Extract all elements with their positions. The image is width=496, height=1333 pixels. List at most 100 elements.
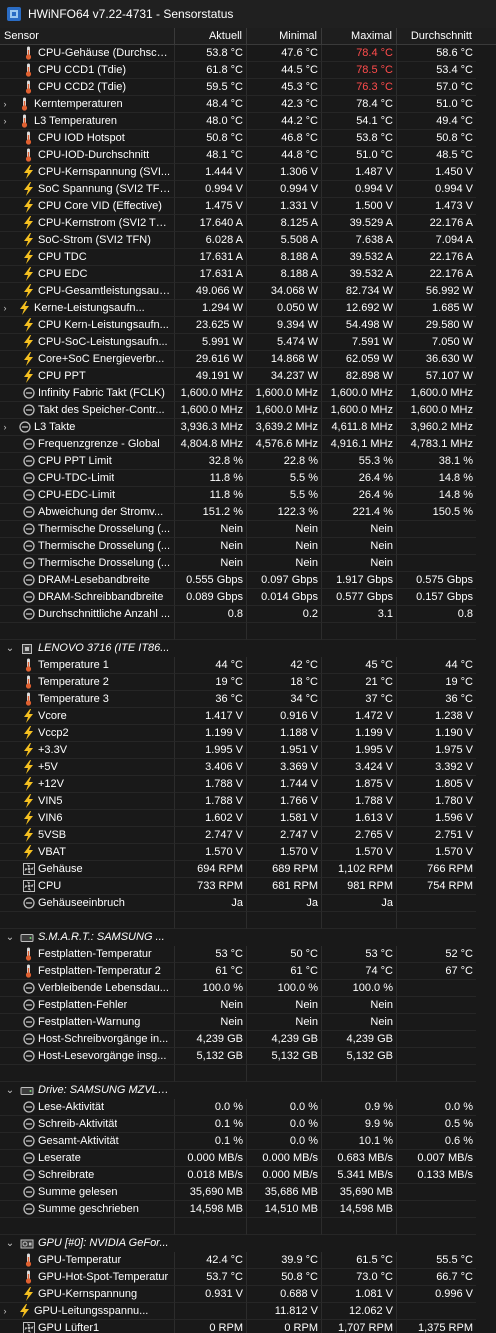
column-header-maximum[interactable]: Maximal: [322, 28, 397, 44]
average-value: 3,960.2 MHz: [397, 419, 476, 436]
expand-chevron-icon[interactable]: ›: [3, 98, 7, 109]
sensor-row[interactable]: CPU-Gehäuse (Durchsch... 53.8 °C 47.6 °C 78…: [0, 45, 496, 62]
sensor-group-header[interactable]: ⌄ GPU [#0]: NVIDIA GeFor...: [0, 1235, 496, 1252]
expand-chevron-icon[interactable]: ›: [3, 302, 7, 313]
sensor-row[interactable]: VIN6 1.602 V 1.581 V 1.613 V 1.596 V: [0, 810, 496, 827]
minimum-value: 18 °C: [247, 674, 322, 691]
sensor-row[interactable]: › L3 Takte 3,936.3 MHz 3,639.2 MHz 4,611.8 M…: [0, 419, 496, 436]
sensor-row[interactable]: Host-Schreibvorgänge in... 4,239 GB 4,239 …: [0, 1031, 496, 1048]
sensor-row[interactable]: Festplatten-Temperatur 2 61 °C 61 °C 74 °C 6…: [0, 963, 496, 980]
sensor-row[interactable]: Takt des Speicher-Contr... 1,600.0 MHz 1,6…: [0, 402, 496, 419]
sensor-row[interactable]: Leserate 0.000 MB/s 0.000 MB/s 0.683 MB/s 0.…: [0, 1150, 496, 1167]
sensor-group-header[interactable]: ⌄ LENOVO 3716 (ITE IT86...: [0, 640, 496, 657]
collapse-chevron-icon[interactable]: ⌄: [5, 1085, 15, 1096]
empty-cell: [247, 1235, 322, 1252]
sensor-row[interactable]: CPU EDC 17.631 A 8.188 A 39.532 A 22.176 A: [0, 266, 496, 283]
sensor-row[interactable]: Gesamt-Aktivität 0.1 % 0.0 % 10.1 % 0.6 %: [0, 1133, 496, 1150]
sensor-row[interactable]: +5V 3.406 V 3.369 V 3.424 V 3.392 V: [0, 759, 496, 776]
minimum-value: Nein: [247, 997, 322, 1014]
column-header-minimum[interactable]: Minimal: [247, 28, 322, 44]
sensor-row[interactable]: Thermische Drosselung (... Nein Nein Nein: [0, 555, 496, 572]
sensor-row[interactable]: CPU-TDC-Limit 11.8 % 5.5 % 26.4 % 14.8 %: [0, 470, 496, 487]
sensor-row[interactable]: GPU-Hot-Spot-Temperatur 53.7 °C 50.8 °C 73.…: [0, 1269, 496, 1286]
expand-chevron-icon[interactable]: ›: [3, 1305, 7, 1316]
sensor-row[interactable]: Festplatten-Warnung Nein Nein Nein: [0, 1014, 496, 1031]
sensor-row[interactable]: Verbleibende Lebensdau... 100.0 % 100.0 % 1…: [0, 980, 496, 997]
sensor-group-header[interactable]: ⌄ Drive: SAMSUNG MZVLB...: [0, 1082, 496, 1099]
sensor-row[interactable]: Summe gelesen 35,690 MB 35,686 MB 35,690 MB: [0, 1184, 496, 1201]
sensor-row[interactable]: Summe geschrieben 14,598 MB 14,510 MB 14,59…: [0, 1201, 496, 1218]
sensor-row[interactable]: VIN5 1.788 V 1.766 V 1.788 V 1.780 V: [0, 793, 496, 810]
collapse-chevron-icon[interactable]: ⌄: [5, 643, 15, 654]
expand-chevron-icon[interactable]: ›: [3, 115, 7, 126]
sensor-row[interactable]: CPU Core VID (Effective) 1.475 V 1.331 V 1.…: [0, 198, 496, 215]
sensor-row[interactable]: Gehäuse 694 RPM 689 RPM 1,102 RPM 766 RPM: [0, 861, 496, 878]
current-value: 23.625 W: [175, 317, 247, 334]
sensor-row[interactable]: VBAT 1.570 V 1.570 V 1.570 V 1.570 V: [0, 844, 496, 861]
sensor-row[interactable]: Vcore 1.417 V 0.916 V 1.472 V 1.238 V: [0, 708, 496, 725]
sensor-row[interactable]: Temperature 2 19 °C 18 °C 21 °C 19 °C: [0, 674, 496, 691]
sensor-row[interactable]: GPU Lüfter1 0 RPM 0 RPM 1,707 RPM 1,375 RPM: [0, 1320, 496, 1333]
sensor-row[interactable]: Festplatten-Fehler Nein Nein Nein: [0, 997, 496, 1014]
sensor-row[interactable]: 5VSB 2.747 V 2.747 V 2.765 V 2.751 V: [0, 827, 496, 844]
sensor-row[interactable]: Thermische Drosselung (... Nein Nein Nein: [0, 521, 496, 538]
current-value: [175, 1303, 247, 1320]
minimum-value: 5.5 %: [247, 487, 322, 504]
sensor-row[interactable]: Frequenzgrenze - Global 4,804.8 MHz 4,576.…: [0, 436, 496, 453]
column-header-average[interactable]: Durchschnitt: [410, 30, 472, 42]
sensor-row[interactable]: › GPU-Leitungsspannu... 11.812 V 12.062 V: [0, 1303, 496, 1320]
sensor-row[interactable]: Host-Lesevorgänge insg... 5,132 GB 5,132 G…: [0, 1048, 496, 1065]
sensor-row[interactable]: CPU CCD2 (Tdie) 59.5 °C 45.3 °C 76.3 °C 57.0…: [0, 79, 496, 96]
expand-chevron-icon[interactable]: ›: [3, 421, 7, 432]
sensor-row[interactable]: CPU TDC 17.631 A 8.188 A 39.532 A 22.176 A: [0, 249, 496, 266]
sensor-row[interactable]: DRAM-Lesebandbreite 0.555 Gbps 0.097 Gbps 1…: [0, 572, 496, 589]
sensor-row[interactable]: Thermische Drosselung (... Nein Nein Nein: [0, 538, 496, 555]
sensor-row[interactable]: CPU CCD1 (Tdie) 61.8 °C 44.5 °C 78.5 °C 53.4…: [0, 62, 496, 79]
column-header-current[interactable]: Aktuell: [175, 28, 247, 44]
sensor-row[interactable]: Gehäuseeinbruch Ja Ja Ja: [0, 895, 496, 912]
sensor-row[interactable]: CPU-Gesamtleistungsauf... 49.066 W 34.068 …: [0, 283, 496, 300]
sensor-row[interactable]: Temperature 3 36 °C 34 °C 37 °C 36 °C: [0, 691, 496, 708]
sensor-row[interactable]: GPU-Kernspannung 0.931 V 0.688 V 1.081 V 0.9…: [0, 1286, 496, 1303]
sensor-group-header[interactable]: ⌄ S.M.A.R.T.: SAMSUNG ...: [0, 929, 496, 946]
sensor-row[interactable]: Temperature 1 44 °C 42 °C 45 °C 44 °C: [0, 657, 496, 674]
sensor-row[interactable]: GPU-Temperatur 42.4 °C 39.9 °C 61.5 °C 55.5 …: [0, 1252, 496, 1269]
empty-cell: [397, 1065, 476, 1082]
sensor-row[interactable]: Festplatten-Temperatur 53 °C 50 °C 53 °C 52 …: [0, 946, 496, 963]
average-value: 53.4 °C: [397, 62, 476, 79]
sensor-row[interactable]: Schreibrate 0.018 MB/s 0.000 MB/s 5.341 MB/…: [0, 1167, 496, 1184]
thermometer-icon: [22, 1270, 35, 1284]
sensor-row[interactable]: CPU Kern-Leistungsaufn... 23.625 W 9.394 W…: [0, 317, 496, 334]
sensor-row[interactable]: CPU 733 RPM 681 RPM 981 RPM 754 RPM: [0, 878, 496, 895]
sensor-row[interactable]: Infinity Fabric Takt (FCLK) 1,600.0 MHz 1,…: [0, 385, 496, 402]
sensor-row[interactable]: Vccp2 1.199 V 1.188 V 1.199 V 1.190 V: [0, 725, 496, 742]
sensor-row[interactable]: +3.3V 1.995 V 1.951 V 1.995 V 1.975 V: [0, 742, 496, 759]
sensor-row[interactable]: +12V 1.788 V 1.744 V 1.875 V 1.805 V: [0, 776, 496, 793]
sensor-row[interactable]: Abweichung der Stromv... 151.2 % 122.3 % 22…: [0, 504, 496, 521]
sensor-row[interactable]: SoC Spannung (SVI2 TFN) 0.994 V 0.994 V 0.9…: [0, 181, 496, 198]
sensor-row[interactable]: SoC-Strom (SVI2 TFN) 6.028 A 5.508 A 7.638 …: [0, 232, 496, 249]
sensor-row[interactable]: CPU PPT Limit 32.8 % 22.8 % 55.3 % 38.1 %: [0, 453, 496, 470]
sensor-row[interactable]: Core+SoC Energieverbr... 29.616 W 14.868 W…: [0, 351, 496, 368]
current-value: 35,690 MB: [175, 1184, 247, 1201]
sensor-row[interactable]: CPU-Kernspannung (SVI... 1.444 V 1.306 V 1.…: [0, 164, 496, 181]
sensor-row[interactable]: › Kerntemperaturen 48.4 °C 42.3 °C 78.4 °C 51…: [0, 96, 496, 113]
sensor-row[interactable]: CPU-SoC-Leistungsaufn... 5.991 W 5.474 W 7.…: [0, 334, 496, 351]
sensor-row[interactable]: CPU PPT 49.191 W 34.237 W 82.898 W 57.107 W: [0, 368, 496, 385]
collapse-chevron-icon[interactable]: ⌄: [5, 932, 15, 943]
empty-cell: [175, 1218, 247, 1235]
sensor-row[interactable]: › L3 Temperaturen 48.0 °C 44.2 °C 54.1 °C 49.…: [0, 113, 496, 130]
sensor-row[interactable]: Schreib-Aktivität 0.1 % 0.0 % 9.9 % 0.5 %: [0, 1116, 496, 1133]
current-value: Nein: [175, 555, 247, 572]
current-value: 0.931 V: [175, 1286, 247, 1303]
sensor-row[interactable]: Durchschnittliche Anzahl ... 0.8 0.2 3.1 0.8: [0, 606, 496, 623]
sensor-row[interactable]: CPU-IOD-Durchschnitt 48.1 °C 44.8 °C 51.0 °…: [0, 147, 496, 164]
sensor-row[interactable]: DRAM-Schreibbandbreite 0.089 Gbps 0.014 Gb…: [0, 589, 496, 606]
sensor-row[interactable]: CPU-EDC-Limit 11.8 % 5.5 % 26.4 % 14.8 %: [0, 487, 496, 504]
collapse-chevron-icon[interactable]: ⌄: [5, 1238, 15, 1249]
sensor-row[interactable]: Lese-Aktivität 0.0 % 0.0 % 0.9 % 0.0 %: [0, 1099, 496, 1116]
sensor-row[interactable]: › Kerne-Leistungsaufn... 1.294 W 0.050 W 12.…: [0, 300, 496, 317]
column-header-sensor[interactable]: Sensor: [0, 28, 175, 44]
sensor-row[interactable]: CPU IOD Hotspot 50.8 °C 46.8 °C 53.8 °C 50.8…: [0, 130, 496, 147]
